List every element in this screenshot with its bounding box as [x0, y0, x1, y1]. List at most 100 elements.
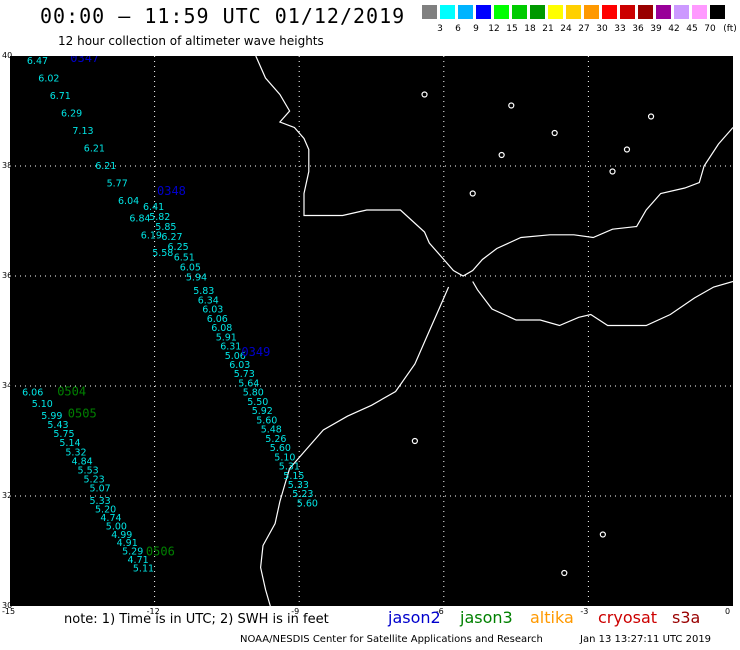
- inland-water-mark: [561, 569, 568, 577]
- inland-water-mark: [609, 168, 616, 175]
- color-swatch: [422, 5, 437, 19]
- pass-time-label: 0504: [57, 384, 86, 398]
- color-swatch: [692, 5, 707, 19]
- track-0348: 6.415.825.856.276.256.516.055.94 0348: [143, 184, 207, 283]
- page-subtitle: 12 hour collection of altimeter wave hei…: [58, 34, 324, 48]
- color-swatch: [476, 5, 491, 19]
- legend-jason2: jason2: [388, 608, 441, 627]
- latitude-tick-label: 38: [2, 161, 13, 170]
- inland-water-mark: [623, 146, 631, 153]
- color-swatch: [674, 5, 689, 19]
- scale-tick-label: 27: [578, 24, 590, 34]
- wave-height-value: 5.82: [149, 212, 170, 223]
- wave-height-value: 5.75: [53, 429, 74, 440]
- scale-tick-label: 42: [668, 24, 680, 34]
- wave-height-value: 4.91: [117, 538, 138, 549]
- track-0349: 5.836.346.036.066.085.916.315.066.035.73…: [193, 286, 318, 509]
- latitude-tick-label: 30: [2, 601, 13, 610]
- color-swatch: [512, 5, 527, 19]
- color-swatch: [548, 5, 563, 19]
- generated-timestamp: Jan 13 13:27:11 UTC 2019: [580, 634, 712, 645]
- legend-altika: altika: [530, 608, 574, 627]
- wave-height-value: 6.71: [50, 91, 71, 102]
- scale-tick-label: 45: [686, 24, 698, 34]
- scale-tick-label: 70: [704, 24, 716, 34]
- wave-height-value: 5.33: [288, 480, 309, 491]
- scale-tick-label: 36: [632, 24, 644, 34]
- color-swatch: [440, 5, 455, 19]
- wave-height-value: 5.26: [265, 434, 286, 445]
- inland-water-mark: [411, 437, 418, 445]
- wave-height-value: 5.07: [90, 484, 111, 495]
- wave-height-value: 6.19: [141, 231, 162, 242]
- color-swatch: [638, 5, 653, 19]
- wave-height-value: 6.41: [143, 202, 164, 213]
- scale-tick-label: 12: [488, 24, 500, 34]
- longitude-tick-label: -15: [2, 607, 16, 616]
- scale-tick-label: 15: [506, 24, 518, 34]
- wave-height-value: 5.14: [59, 438, 80, 449]
- page-title: 00:00 – 11:59 UTC 01/12/2019: [40, 4, 406, 28]
- color-swatch: [710, 5, 725, 19]
- legend-jason3: jason3: [460, 608, 513, 627]
- track-0347: 6.47 6.02 6.71 6.29 7.13 6.21 6.21 5.77 6.04 6.84…: [27, 56, 173, 259]
- wave-height-value: 5.92: [252, 406, 273, 417]
- latitude-tick-label: 36: [2, 271, 13, 280]
- wave-height-value: 5.50: [247, 397, 268, 408]
- wave-height-value: 6.03: [202, 305, 223, 316]
- wave-height-value: 7.13: [72, 126, 93, 137]
- pass-time-label: 0348: [157, 184, 186, 198]
- pass-time-label: 0349: [241, 345, 270, 359]
- scale-tick-label: 3: [437, 24, 443, 34]
- wave-height-value: 5.23: [292, 489, 313, 500]
- wave-height-value: 5.85: [155, 222, 176, 233]
- inland-water-mark: [599, 531, 606, 538]
- track-0505: 5.995.435.755.145.324.845.535.235.07 0505: [41, 406, 110, 494]
- wave-height-value: 5.83: [193, 286, 214, 297]
- wave-height-value: 6.05: [180, 262, 201, 273]
- color-swatch: [458, 5, 473, 19]
- color-swatch: [530, 5, 545, 19]
- longitude-tick-label: -6: [435, 607, 444, 616]
- coast-segment: [255, 56, 733, 277]
- coast-segment: [472, 280, 733, 327]
- wave-height-value: 6.21: [95, 161, 116, 172]
- wave-height-value: 5.31: [279, 462, 300, 473]
- scale-tick-label: 18: [524, 24, 536, 34]
- longitude-tick-label: 0: [725, 607, 731, 616]
- footer-note: note: 1) Time is in UTC; 2) SWH is in fe…: [64, 612, 329, 627]
- wave-height-value: 6.29: [61, 109, 82, 120]
- scale-tick-label: 9: [473, 24, 479, 34]
- wave-height-value: 6.04: [118, 196, 139, 207]
- coast-segment: [259, 286, 450, 606]
- scale-unit-label: (ft): [723, 24, 737, 34]
- legend-cryosat: cryosat: [598, 608, 658, 627]
- wave-height-value: 5.60: [270, 443, 291, 454]
- wave-height-value: 5.64: [238, 379, 259, 390]
- wave-height-value: 5.48: [261, 425, 282, 436]
- wave-height-value: 5.10: [32, 399, 53, 410]
- wave-height-value: 5.94: [186, 272, 207, 283]
- wave-height-value: 6.84: [129, 213, 150, 224]
- wave-height-value: 5.11: [133, 563, 154, 574]
- ocean-background: [10, 56, 733, 606]
- wave-height-value: 6.27: [161, 232, 182, 243]
- wave-height-value: 5.99: [41, 411, 62, 422]
- wave-height-value: 5.91: [216, 332, 237, 343]
- wave-height-value: 6.03: [229, 360, 250, 371]
- longitude-tick-label: -12: [146, 607, 160, 616]
- wave-height-value: 5.06: [225, 351, 246, 362]
- wave-height-value: 6.08: [211, 323, 232, 334]
- wave-height-value: 5.53: [78, 466, 99, 477]
- wave-height-value: 6.21: [84, 144, 105, 155]
- wave-height-value: 6.34: [198, 295, 219, 306]
- color-swatch: [656, 5, 671, 19]
- wave-height-value: 4.71: [128, 555, 149, 566]
- color-swatch: [494, 5, 509, 19]
- inland-water-mark: [421, 91, 428, 98]
- wave-height-value: 6.51: [174, 252, 195, 263]
- wave-height-value: 6.25: [168, 242, 189, 253]
- wave-height-value: 5.73: [234, 369, 255, 380]
- longitude-tick-label: -3: [580, 607, 589, 616]
- color-swatch: [602, 5, 617, 19]
